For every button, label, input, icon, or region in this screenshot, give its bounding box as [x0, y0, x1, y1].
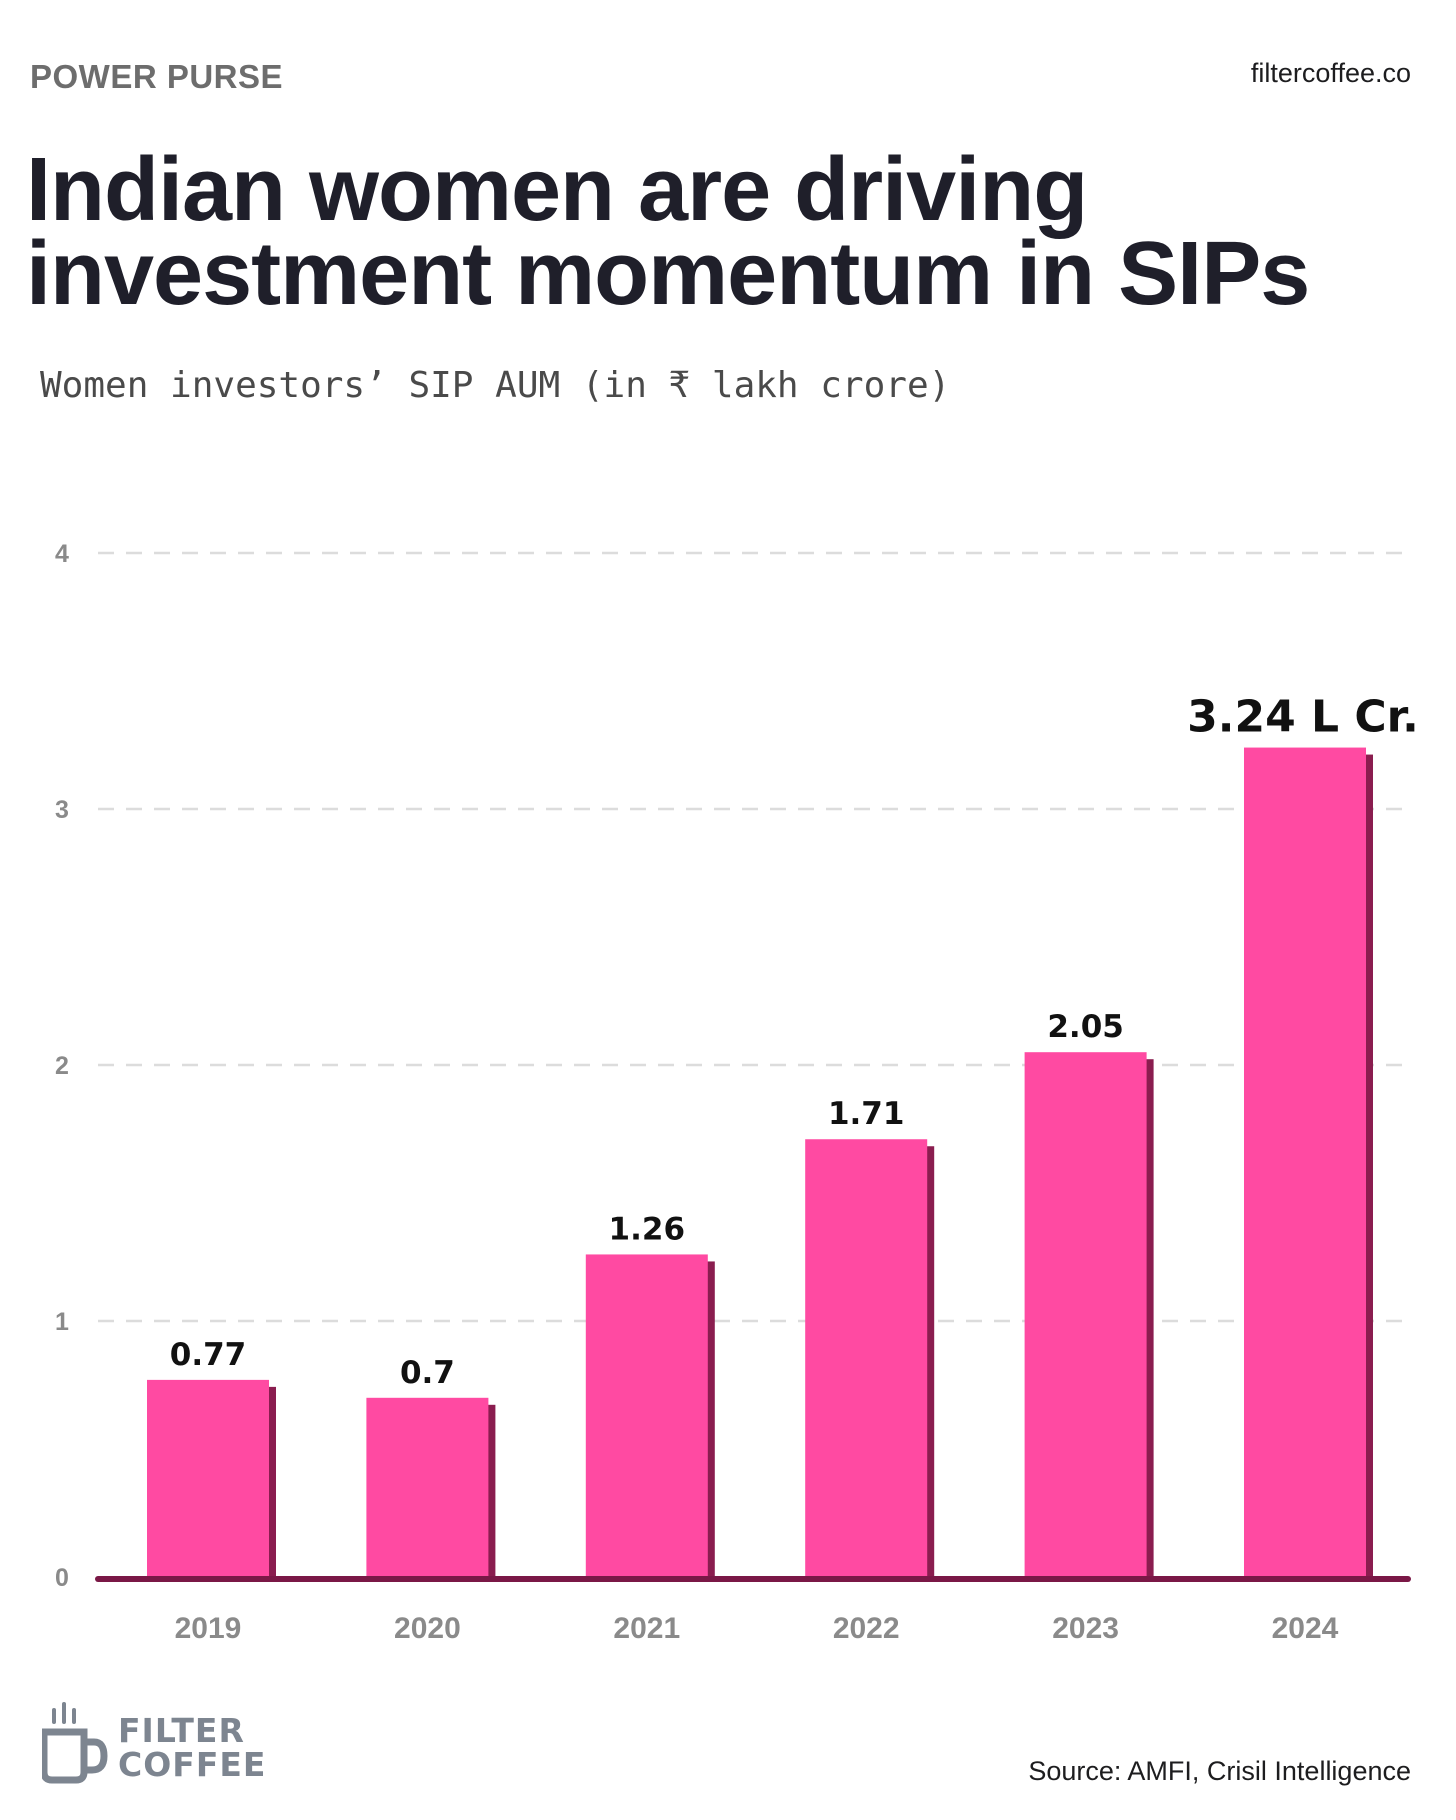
bar: [366, 1397, 489, 1577]
x-tick-label: 2020: [394, 1612, 461, 1645]
kicker-label: POWER PURSE: [30, 58, 284, 95]
x-tick-label: 2024: [1272, 1612, 1339, 1645]
y-tick-label: 3: [55, 796, 69, 824]
brand-logo-line1: FILTER: [118, 1711, 245, 1750]
page-title: Indian women are driving investment mome…: [26, 140, 1310, 324]
x-tick-label: 2022: [833, 1612, 900, 1645]
brand-logo-line2: COFFEE: [118, 1745, 267, 1784]
x-tick-label: 2019: [175, 1612, 242, 1645]
data-label: 0.77: [170, 1337, 247, 1373]
bar: [147, 1379, 269, 1577]
coffee-mug-icon: [42, 1702, 108, 1784]
y-tick-label: 4: [55, 540, 69, 568]
data-label: 1.26: [609, 1211, 686, 1247]
data-label: 1.71: [828, 1096, 905, 1132]
x-tick-label: 2023: [1052, 1612, 1119, 1645]
y-tick-label: 2: [55, 1052, 69, 1080]
data-label: 2.05: [1047, 1009, 1124, 1045]
y-tick-label: 1: [55, 1308, 69, 1336]
site-url[interactable]: filtercoffee.co: [1250, 58, 1411, 88]
brand-logo-text: FILTER COFFEE: [118, 1714, 266, 1782]
bar: [585, 1254, 708, 1577]
bar: [1024, 1052, 1147, 1577]
source-note: Source: AMFI, Crisil Intelligence: [1028, 1756, 1411, 1786]
y-tick-label: 0: [55, 1564, 69, 1592]
bar: [1244, 747, 1366, 1577]
x-tick-label: 2021: [613, 1612, 680, 1645]
chart-subtitle: Women investors’ SIP AUM (in ₹ lakh cror…: [40, 365, 951, 406]
data-label: 3.24 L Cr.: [1187, 692, 1419, 743]
bar: [805, 1139, 928, 1577]
data-label: 0.7: [400, 1355, 455, 1391]
